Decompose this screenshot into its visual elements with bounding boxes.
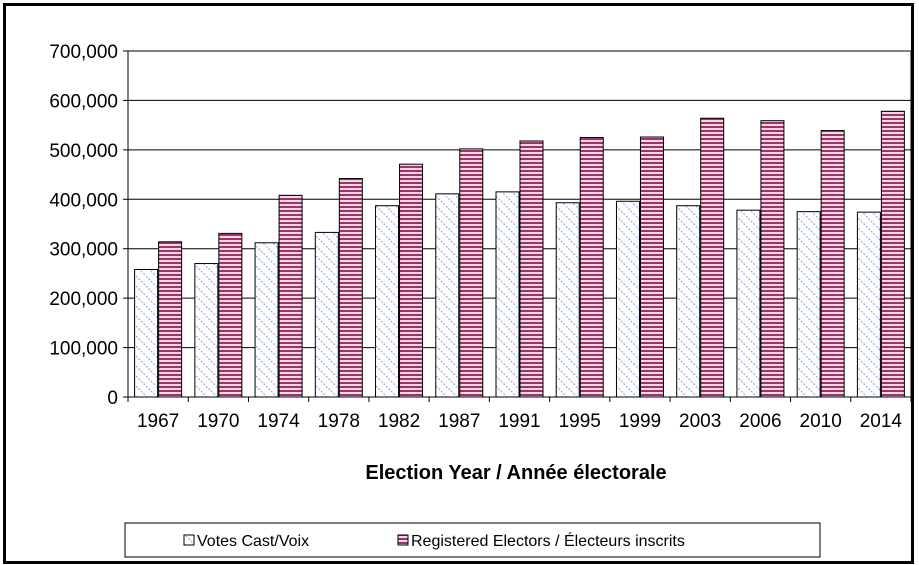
bar-registered-electors <box>820 130 845 398</box>
bar-registered-electors <box>459 148 484 398</box>
x-tick-label: 2010 <box>800 411 842 432</box>
bar-votes-cast <box>676 205 701 398</box>
bar-registered-electors <box>760 120 785 398</box>
bar-registered-electors <box>278 194 303 398</box>
legend-label-votes-cast: Votes Cast/Voix <box>197 533 309 550</box>
x-tick-label: 1974 <box>257 411 300 432</box>
bar-votes-cast <box>796 211 821 398</box>
x-tick-label: 1987 <box>438 411 480 432</box>
x-tick-label: 1982 <box>378 411 420 432</box>
x-axis-title: Election Year / Année électorale <box>365 462 666 484</box>
bar-votes-cast <box>194 263 219 398</box>
bar-registered-electors <box>218 232 243 398</box>
bar-votes-cast <box>435 193 460 398</box>
x-tick-label: 2006 <box>739 411 781 432</box>
chart-frame: 0 100,000 200,000 300,000 400,000 500,000 600,… <box>3 3 914 564</box>
bar-registered-electors <box>579 137 604 398</box>
x-tick-label: 1970 <box>197 411 239 432</box>
legend-box <box>124 522 821 558</box>
bar-votes-cast <box>856 211 881 398</box>
bar-registered-electors <box>399 163 424 398</box>
y-tick-label: 100,000 <box>49 339 118 360</box>
x-tick-label: 1967 <box>137 411 179 432</box>
y-tick-label: 600,000 <box>49 91 118 112</box>
x-tick-label: 1978 <box>318 411 360 432</box>
legend: Votes Cast/Voix Registered Electors / Él… <box>124 522 821 558</box>
x-tick-label: 2014 <box>860 411 903 432</box>
bar-registered-electors <box>639 136 664 398</box>
bar-registered-electors <box>880 110 905 398</box>
y-tick-label: 200,000 <box>49 289 118 310</box>
y-tick-label: 0 <box>107 388 118 409</box>
legend-swatch-votes-cast <box>183 534 195 546</box>
x-tick-label: 2003 <box>679 411 721 432</box>
y-tick-label: 500,000 <box>49 141 118 162</box>
bar-votes-cast <box>314 231 339 398</box>
y-tick-label: 700,000 <box>49 42 118 63</box>
bar-chart: 0 100,000 200,000 300,000 400,000 500,000 600,… <box>49 42 911 558</box>
legend-swatch-registered-electors <box>397 534 409 546</box>
bar-votes-cast <box>134 268 159 398</box>
bar-votes-cast <box>254 242 279 398</box>
bar-registered-electors <box>338 178 363 398</box>
y-tick-label: 400,000 <box>49 190 118 211</box>
x-tick-label: 1991 <box>498 411 540 432</box>
bar-registered-electors <box>700 117 725 398</box>
bar-votes-cast <box>736 209 761 398</box>
legend-label-registered-electors: Registered Electors / Électeurs inscrits <box>411 531 685 550</box>
bar-votes-cast <box>495 191 520 398</box>
x-tick-label: 1999 <box>619 411 661 432</box>
bar-votes-cast <box>555 202 580 398</box>
bar-registered-electors <box>519 140 544 398</box>
y-tick-label: 300,000 <box>49 240 118 261</box>
x-tick-label: 1995 <box>559 411 601 432</box>
bar-registered-electors <box>158 241 183 398</box>
bar-votes-cast <box>615 200 640 398</box>
plot-area: 0 100,000 200,000 300,000 400,000 500,000 600,… <box>49 42 911 432</box>
bar-votes-cast <box>375 205 400 398</box>
